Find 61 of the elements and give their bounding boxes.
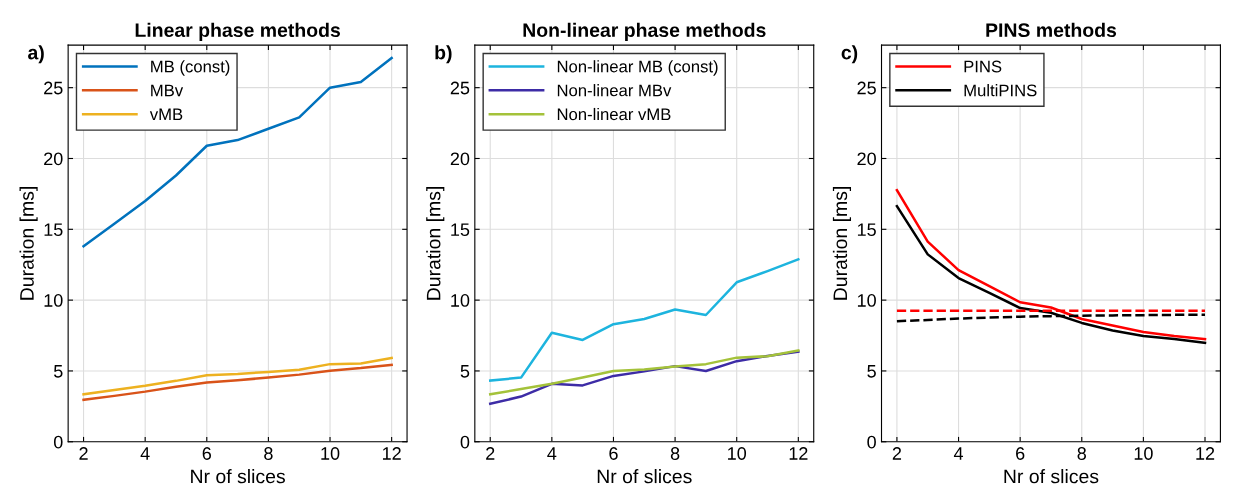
y-tick-label: 20	[857, 152, 876, 166]
x-tick-label: 12	[382, 447, 401, 460]
y-tick-label: 15	[857, 223, 876, 237]
x-tick-label: 10	[728, 447, 747, 460]
y-tick-label: 0	[53, 435, 63, 449]
x-tick-label: 8	[670, 447, 680, 460]
x-tick-label: 12	[789, 447, 808, 460]
x-axis-title: Nr of slices	[597, 469, 692, 484]
x-tick-label: 6	[202, 447, 212, 460]
x-axis-title: Nr of slices	[191, 469, 285, 484]
line-series	[82, 56, 393, 248]
line-series	[82, 363, 393, 402]
y-tick-label: 20	[450, 152, 470, 166]
y-axis-title: Duration [ms]	[832, 187, 852, 300]
chart-title: Linear phase methods	[135, 22, 340, 41]
x-tick-label: 12	[1196, 447, 1215, 460]
y-tick-label: 5	[53, 365, 63, 378]
legend-label: Non-linear MBv	[557, 84, 672, 97]
y-tick-label: 25	[44, 81, 63, 95]
x-axis-title: Nr of slices	[1004, 469, 1099, 484]
x-tick-label: 8	[264, 447, 273, 460]
x-tick-label: 4	[140, 447, 150, 460]
legend-label: vMB	[149, 108, 183, 120]
x-tick-label: 2	[486, 447, 495, 460]
x-tick-label: 2	[892, 447, 902, 460]
x-tick-label: 4	[953, 447, 964, 460]
line-series	[488, 349, 800, 396]
y-tick-label: 10	[44, 294, 63, 307]
x-tick-label: 10	[1134, 447, 1153, 460]
x-tick-label: 8	[1077, 447, 1087, 460]
legend-label: PINS	[964, 60, 1002, 73]
y-tick-label: 20	[44, 152, 63, 166]
legend-label: Non-linear MB (const)	[557, 60, 718, 76]
x-tick-label: 6	[609, 447, 618, 460]
y-axis-title: Duration [ms]	[426, 187, 445, 300]
y-tick-label: 5	[460, 365, 470, 378]
x-tick-label: 6	[1016, 447, 1025, 460]
y-axis-title: Duration [ms]	[19, 187, 38, 300]
chart-title: PINS methods	[986, 22, 1117, 38]
line-series	[488, 258, 800, 382]
y-tick-label: 25	[450, 81, 470, 95]
legend-label: Non-linear vMB	[557, 107, 671, 121]
text: a)	[28, 45, 44, 64]
y-tick-label: 10	[451, 294, 470, 307]
y-tick-label: 10	[857, 294, 876, 307]
legend-label: MB (const)	[151, 60, 230, 76]
y-tick-label: 25	[857, 81, 876, 95]
x-tick-label: 2	[79, 447, 88, 460]
text: c)	[841, 45, 858, 64]
x-tick-label: 10	[321, 447, 340, 460]
y-tick-label: 5	[867, 365, 876, 378]
x-tick-label: 4	[547, 447, 557, 460]
line-series	[82, 356, 393, 396]
legend-label: MultiPINS	[964, 84, 1037, 97]
chart-title: Non-linear phase methods	[523, 22, 766, 41]
legend-label: MBv	[151, 84, 184, 97]
y-tick-label: 0	[460, 435, 470, 449]
text: b)	[435, 45, 452, 64]
y-tick-label: 15	[451, 223, 470, 237]
y-tick-label: 0	[867, 435, 876, 449]
y-tick-label: 15	[44, 223, 63, 237]
